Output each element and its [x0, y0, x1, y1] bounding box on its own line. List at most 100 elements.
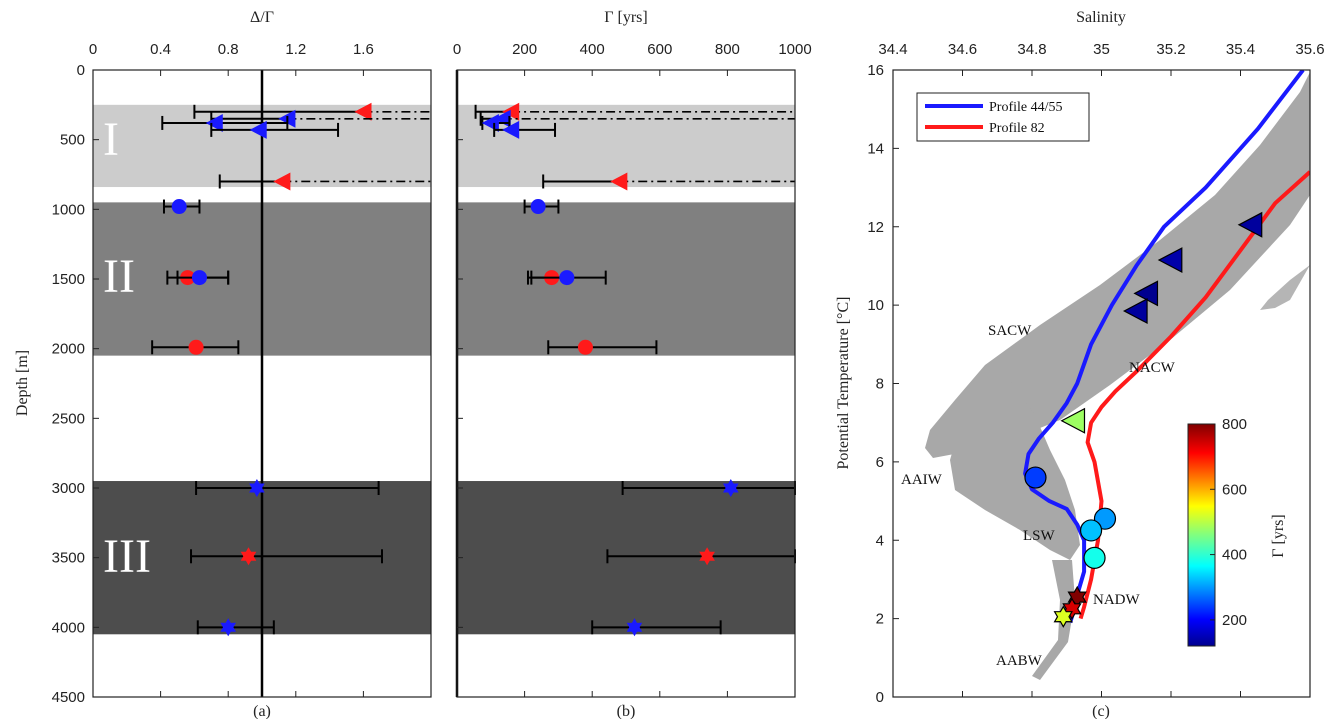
ts-scatter-cloud: [925, 72, 1310, 680]
annotation-nacw: NACW: [1129, 360, 1176, 376]
ts-marker-5: [1024, 466, 1047, 489]
panel-a-point-9: [249, 479, 265, 497]
panel-a-xtick-label-4: 1.6: [353, 41, 374, 58]
panel-c-ytick-label-7: 14: [867, 140, 884, 157]
colorbar-tick-label-2: 600: [1222, 481, 1247, 498]
panel-a-xtick-label-1: 0.4: [150, 41, 171, 58]
panel-c: 34.4 34.6 34.8 35 35.2 35.4 35.60246810121416 …: [835, 9, 1325, 719]
ts-marker-11: [1053, 605, 1073, 628]
panel-b-subplot-label: (b): [617, 703, 636, 719]
panel-b-frame: [456, 69, 796, 698]
panel-c-ytick-label-4: 8: [876, 376, 884, 393]
panel-a-ytick-label-7: 3500: [52, 550, 85, 567]
panel-b-xtick-label-4: 800: [715, 41, 740, 58]
annotation-sacw: SACW: [988, 323, 1032, 339]
panel-a-frame: [92, 69, 432, 698]
panel-c-xtick-label-5: 35.4: [1226, 41, 1255, 58]
panel-c-ytick-label-1: 2: [876, 611, 884, 628]
panel-a-xtick-label-2: 0.8: [218, 41, 239, 58]
panel-a-point-5: [171, 199, 187, 215]
panel-c-ytick-label-5: 10: [867, 297, 884, 314]
scatter-cloud-deep: [1032, 560, 1075, 680]
panel-a-ytick-label-4: 2000: [52, 341, 85, 358]
panel-b-point-11: [626, 618, 643, 637]
scatter-cloud-upper-band: [1100, 165, 1310, 374]
panel-c-xtick-label-4: 35.2: [1156, 41, 1185, 58]
band-label-II: II: [103, 250, 135, 303]
annotation-aabw: AABW: [996, 653, 1043, 669]
panel-b-xtick-label-1: 200: [512, 41, 537, 58]
panel-c-ytick-label-0: 0: [876, 689, 884, 706]
panel-b-point-5: [530, 199, 546, 215]
panel-a-point-3: [249, 120, 267, 139]
panel-c-xtick-label-3: 35: [1093, 41, 1110, 58]
panel-a-ytick-label-5: 2500: [52, 410, 85, 427]
panel-a-point-7: [191, 270, 207, 286]
band-label-III: III: [103, 530, 151, 583]
panel-a-title: Δ/Γ: [250, 9, 274, 26]
panel-c-ticks: 34.4 34.6 34.8 35 35.2 35.4 35.6 0 2 4 6 8 10 12 14 16: [867, 41, 1324, 706]
ts-marker-4: [1060, 407, 1086, 434]
annotation-lsw: LSW: [1023, 528, 1056, 544]
colorbar: 200 400 600 800 Γ [yrs]: [1187, 416, 1287, 647]
panel-a-ytick-label-1: 500: [60, 132, 85, 149]
panel-a-ytick-label-3: 1500: [52, 271, 85, 288]
panel-b-point-7: [559, 270, 575, 286]
colorbar-tick-label-1: 400: [1222, 547, 1247, 564]
panel-c-title: Salinity: [1076, 9, 1126, 26]
annotation-aaiw: AAIW: [901, 472, 943, 488]
panel-c-xtick-label-6: 35.6: [1295, 41, 1324, 58]
panel-c-subplot-label: (c): [1092, 703, 1110, 719]
colorbar-gradient: [1187, 423, 1216, 647]
panel-b-point-10: [699, 547, 715, 566]
panel-a-marks: [151, 102, 431, 637]
panel-c-ytick-label-8: 16: [867, 62, 884, 79]
panel-b-point-3: [502, 120, 520, 139]
panel-c-xtick-label-2: 34.8: [1017, 41, 1046, 58]
panel-a-point-0: [354, 102, 372, 121]
ts-marker-7: [1079, 519, 1103, 542]
panel-a-point-4: [273, 172, 291, 191]
colorbar-label: Γ [yrs]: [1270, 514, 1287, 557]
legend-box: [916, 92, 1090, 142]
ts-marker-0: [1237, 211, 1263, 238]
panel-a-ytick-label-9: 4500: [52, 689, 85, 706]
panel-b-band-III: [457, 481, 795, 635]
panel-b-xtick-label-0: 0: [453, 41, 461, 58]
panel-b-point-4: [610, 172, 628, 191]
legend-label-profile-82: Profile 82: [989, 121, 1045, 136]
panel-b-band-II: [457, 202, 795, 356]
panel-a-ytick-label-2: 1000: [52, 201, 85, 218]
annotation-nadw: NADW: [1093, 592, 1140, 608]
band-labels: I II III: [103, 113, 151, 583]
panel-c-xtick-label-0: 34.4: [878, 41, 907, 58]
scatter-cloud-fragment: [1260, 265, 1310, 310]
ts-marker-8: [1083, 546, 1106, 569]
panel-a-point-10: [240, 547, 257, 566]
panel-a-xtick-label-0: 0: [89, 41, 97, 58]
panel-b-xtick-label-5: 1000: [778, 41, 811, 58]
panel-a: I II III 0 0.4 0.8 1.2 1.6 0 500 1000 1500 2000 25…: [14, 9, 432, 719]
panel-b-ticks: 0 200 400 600 800 1000: [453, 41, 812, 698]
panel-a-subplot-label: (a): [253, 703, 271, 719]
panel-b: 0 200 400 600 800 1000 Γ [yrs] (b): [453, 9, 812, 719]
colorbar-tick-label-0: 200: [1222, 612, 1247, 629]
scatter-cloud-sacw-nacw: [925, 72, 1310, 458]
panel-c-ylabel: Potential Temperature [°C]: [835, 297, 852, 470]
scatter-cloud-aaiw: [950, 380, 1080, 560]
ts-markers: [1024, 211, 1263, 628]
panel-a-point-11: [220, 618, 236, 637]
panel-c-ytick-label-2: 4: [876, 532, 884, 549]
panel-a-ytick-label-6: 3000: [52, 480, 85, 497]
panel-a-point-2: [205, 113, 223, 132]
panel-a-ytick-label-0: 0: [77, 62, 85, 79]
legend: Profile 44/55 Profile 82: [916, 92, 1090, 142]
panel-a-ticks: 0 0.4 0.8 1.2 1.6 0 500 1000 1500 2000 2500 3000 350…: [52, 41, 374, 706]
panel-c-ytick-label-3: 6: [876, 454, 884, 471]
panel-a-ylabel: Depth [m]: [14, 350, 31, 416]
ts-marker-3: [1122, 298, 1148, 324]
panel-b-xtick-label-2: 400: [580, 41, 605, 58]
panel-b-point-9: [723, 479, 739, 497]
panel-b-point-8: [577, 339, 593, 355]
colorbar-ticks: 200 400 600 800: [1210, 416, 1247, 629]
